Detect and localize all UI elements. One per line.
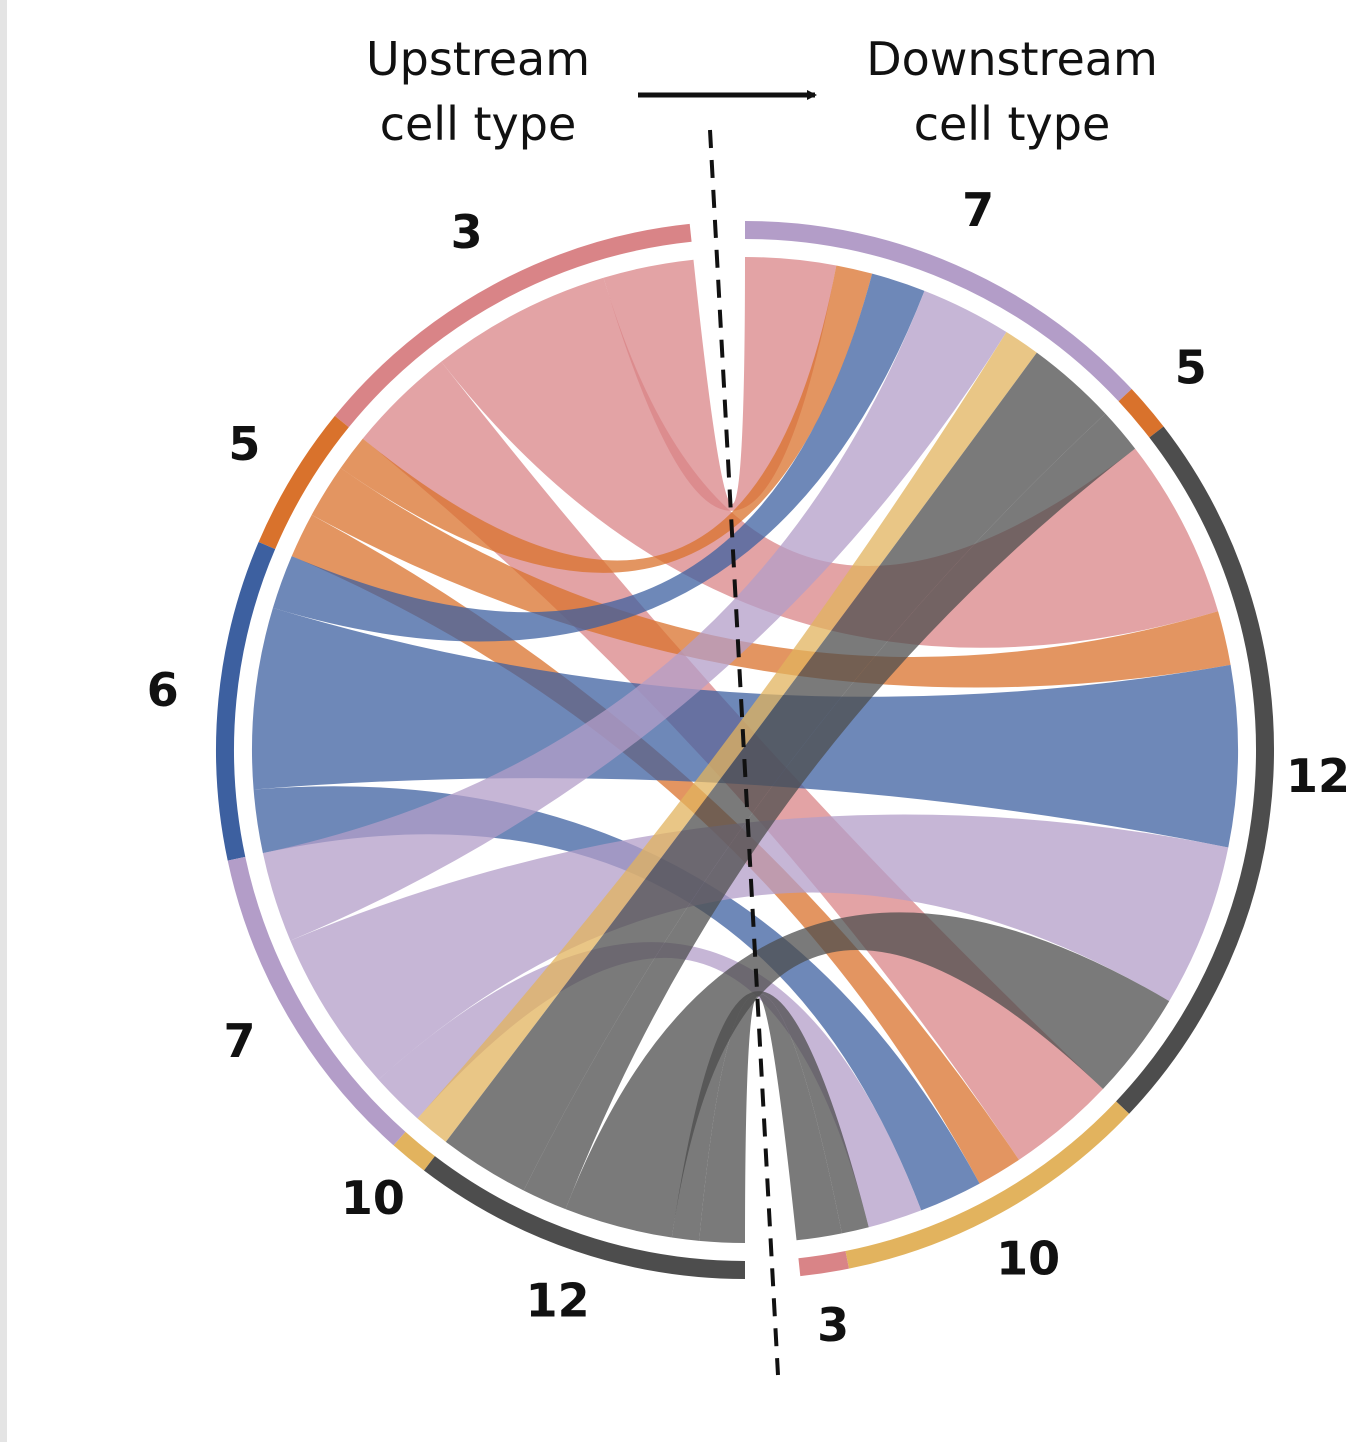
group-arc [423,1156,746,1279]
group-arc [1118,389,1164,438]
ribbon [671,991,869,1241]
group-arc [744,221,1132,402]
group-arc [258,415,349,550]
group-arc [1116,426,1274,1114]
downstream-title: cell type [914,97,1111,151]
group-label: 12 [526,1274,590,1328]
upstream-title: cell type [380,97,577,151]
ribbon [253,786,980,1211]
ribbon [417,332,1037,1142]
downstream-title: Downstream [866,32,1158,86]
group-label: 10 [341,1171,405,1225]
group-label: 5 [228,417,260,471]
group-label: 5 [1175,341,1207,395]
ribbon [290,814,1229,1080]
ribbon [262,290,1007,941]
group-label: 7 [223,1014,255,1068]
ribbon [311,467,1231,688]
group-label: 6 [147,663,179,717]
group-label: 3 [817,1298,849,1352]
ribbon [603,257,837,511]
group-arc [227,856,406,1146]
group-arc [798,1251,849,1277]
side-border [0,0,7,1442]
ribbon [441,277,1219,648]
group-label: 7 [962,183,994,237]
ribbon [445,352,1106,1191]
group-label: 12 [1286,749,1350,803]
group-label: 10 [996,1231,1060,1285]
group-arc [334,223,692,428]
arcs: 3 5 6 7 10 12 7 5 12 10 3 [147,183,1350,1352]
group-arc [393,1131,435,1171]
ribbon [523,413,1136,1210]
ribbon [291,514,1019,1184]
ribbon [565,912,1170,1238]
ribbon [272,273,925,642]
group-label: 3 [451,205,483,259]
ribbon [699,993,842,1243]
upstream-title: Upstream [366,32,590,86]
group-arc [845,1101,1130,1269]
ribbons [251,257,1238,1243]
group-arc [216,542,276,861]
